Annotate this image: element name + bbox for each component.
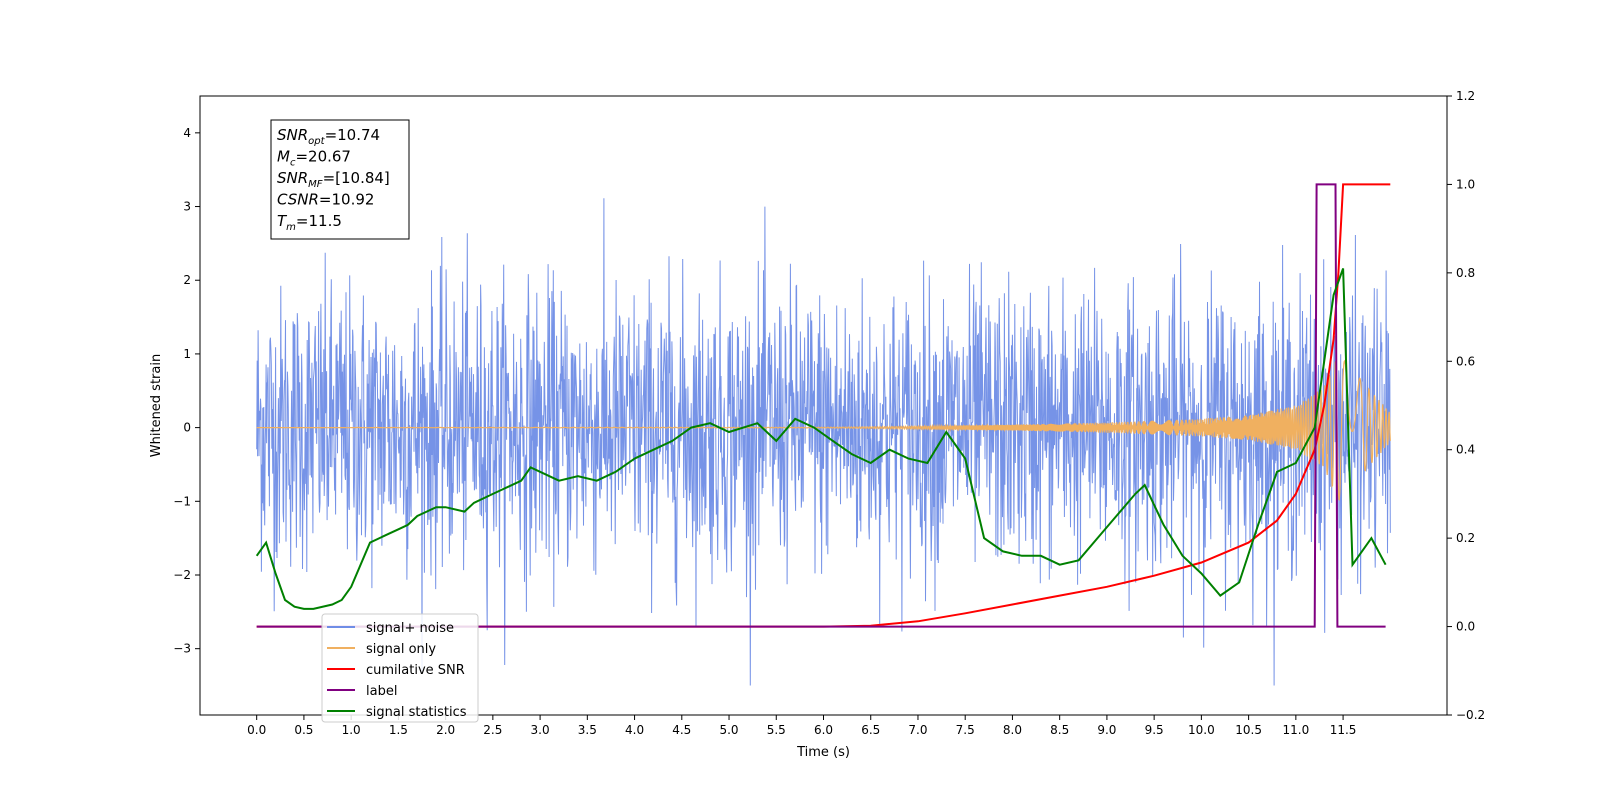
y-tick-label: −2 [173, 568, 191, 582]
info-box: SNRopt=10.74Mc=20.67SNRMF=[10.84]CSNR=10… [270, 119, 410, 240]
legend-label: signal+ noise [366, 621, 454, 636]
legend-label: signal statistics [366, 705, 467, 720]
y2-tick-label: 1.0 [1456, 177, 1475, 191]
x-tick-label: 11.0 [1282, 723, 1309, 737]
legend-label: label [366, 684, 397, 699]
x-tick-label: 11.5 [1330, 723, 1357, 737]
x-tick-label: 7.0 [908, 723, 927, 737]
y-tick-label: 3 [183, 200, 191, 214]
series-signal-noise [256, 198, 1391, 686]
series-label [256, 183, 1386, 628]
y2-tick-label: 0.8 [1456, 266, 1475, 280]
x-tick-label: 10.0 [1188, 723, 1215, 737]
x-tick-label: 8.5 [1050, 723, 1069, 737]
y-axis-label: Whitened strain [149, 354, 164, 457]
y-tick-label: −3 [173, 642, 191, 656]
y2-tick-label: 1.2 [1456, 89, 1475, 103]
x-tick-label: 4.0 [625, 723, 644, 737]
x-tick-label: 0.5 [294, 723, 313, 737]
y-tick-label: 0 [183, 421, 191, 435]
x-axis: 0.0 0.5 1.0 1.5 2.0 2.5 3.0 3.5 4.0 4.5 5.0 5.5 6.0 6… [247, 715, 1356, 737]
x-tick-label: 4.5 [672, 723, 691, 737]
x-tick-label: 3.0 [531, 723, 550, 737]
y-axis-right: −0.2 0.0 0.2 0.4 0.6 0.8 1.0 1.2 [1447, 89, 1485, 722]
y2-tick-label: 0.4 [1456, 443, 1475, 457]
legend-frame [321, 613, 479, 723]
x-tick-label: 9.0 [1097, 723, 1116, 737]
x-tick-label: 1.5 [389, 723, 408, 737]
y-tick-label: 2 [183, 273, 191, 287]
info-box-frame [270, 119, 410, 240]
x-tick-label: 2.5 [483, 723, 502, 737]
x-tick-label: 9.5 [1145, 723, 1164, 737]
y-tick-label: −1 [173, 494, 191, 508]
info-line: Mc=20.67 [277, 148, 351, 169]
x-tick-label: 5.0 [719, 723, 738, 737]
x-tick-label: 1.0 [342, 723, 361, 737]
y-axis-left: −3 −2 −1 0 1 2 3 4 [173, 126, 200, 656]
y-tick-label: 4 [183, 126, 191, 140]
x-axis-label: Time (s) [796, 745, 850, 760]
legend-label: signal only [366, 642, 436, 657]
legend: signal+ noise signal only cumilative SNR la… [321, 613, 479, 723]
plot-series [255, 183, 1391, 686]
series-signal-statistics [255, 268, 1387, 610]
x-tick-label: 8.0 [1003, 723, 1022, 737]
legend-label: cumilative SNR [366, 663, 465, 678]
y2-tick-label: 0.0 [1456, 620, 1475, 634]
info-line: Tm=11.5 [277, 212, 342, 233]
series-signal-only [256, 359, 1391, 501]
x-tick-label: 0.0 [247, 723, 266, 737]
y2-tick-label: −0.2 [1456, 708, 1485, 722]
y2-tick-label: 0.6 [1456, 354, 1475, 368]
info-line: CSNR=10.92 [277, 191, 374, 209]
x-tick-label: 6.0 [814, 723, 833, 737]
x-tick-label: 6.5 [861, 723, 880, 737]
x-tick-label: 3.5 [578, 723, 597, 737]
y-tick-label: 1 [183, 347, 191, 361]
x-tick-label: 7.5 [956, 723, 975, 737]
info-line: SNRopt=10.74 [277, 126, 380, 147]
info-line: SNRMF=[10.84] [277, 169, 390, 190]
x-tick-label: 2.0 [436, 723, 455, 737]
y2-tick-label: 0.2 [1456, 531, 1475, 545]
series-cumulative-snr [256, 183, 1391, 628]
x-tick-label: 10.5 [1235, 723, 1262, 737]
x-tick-label: 5.5 [767, 723, 786, 737]
